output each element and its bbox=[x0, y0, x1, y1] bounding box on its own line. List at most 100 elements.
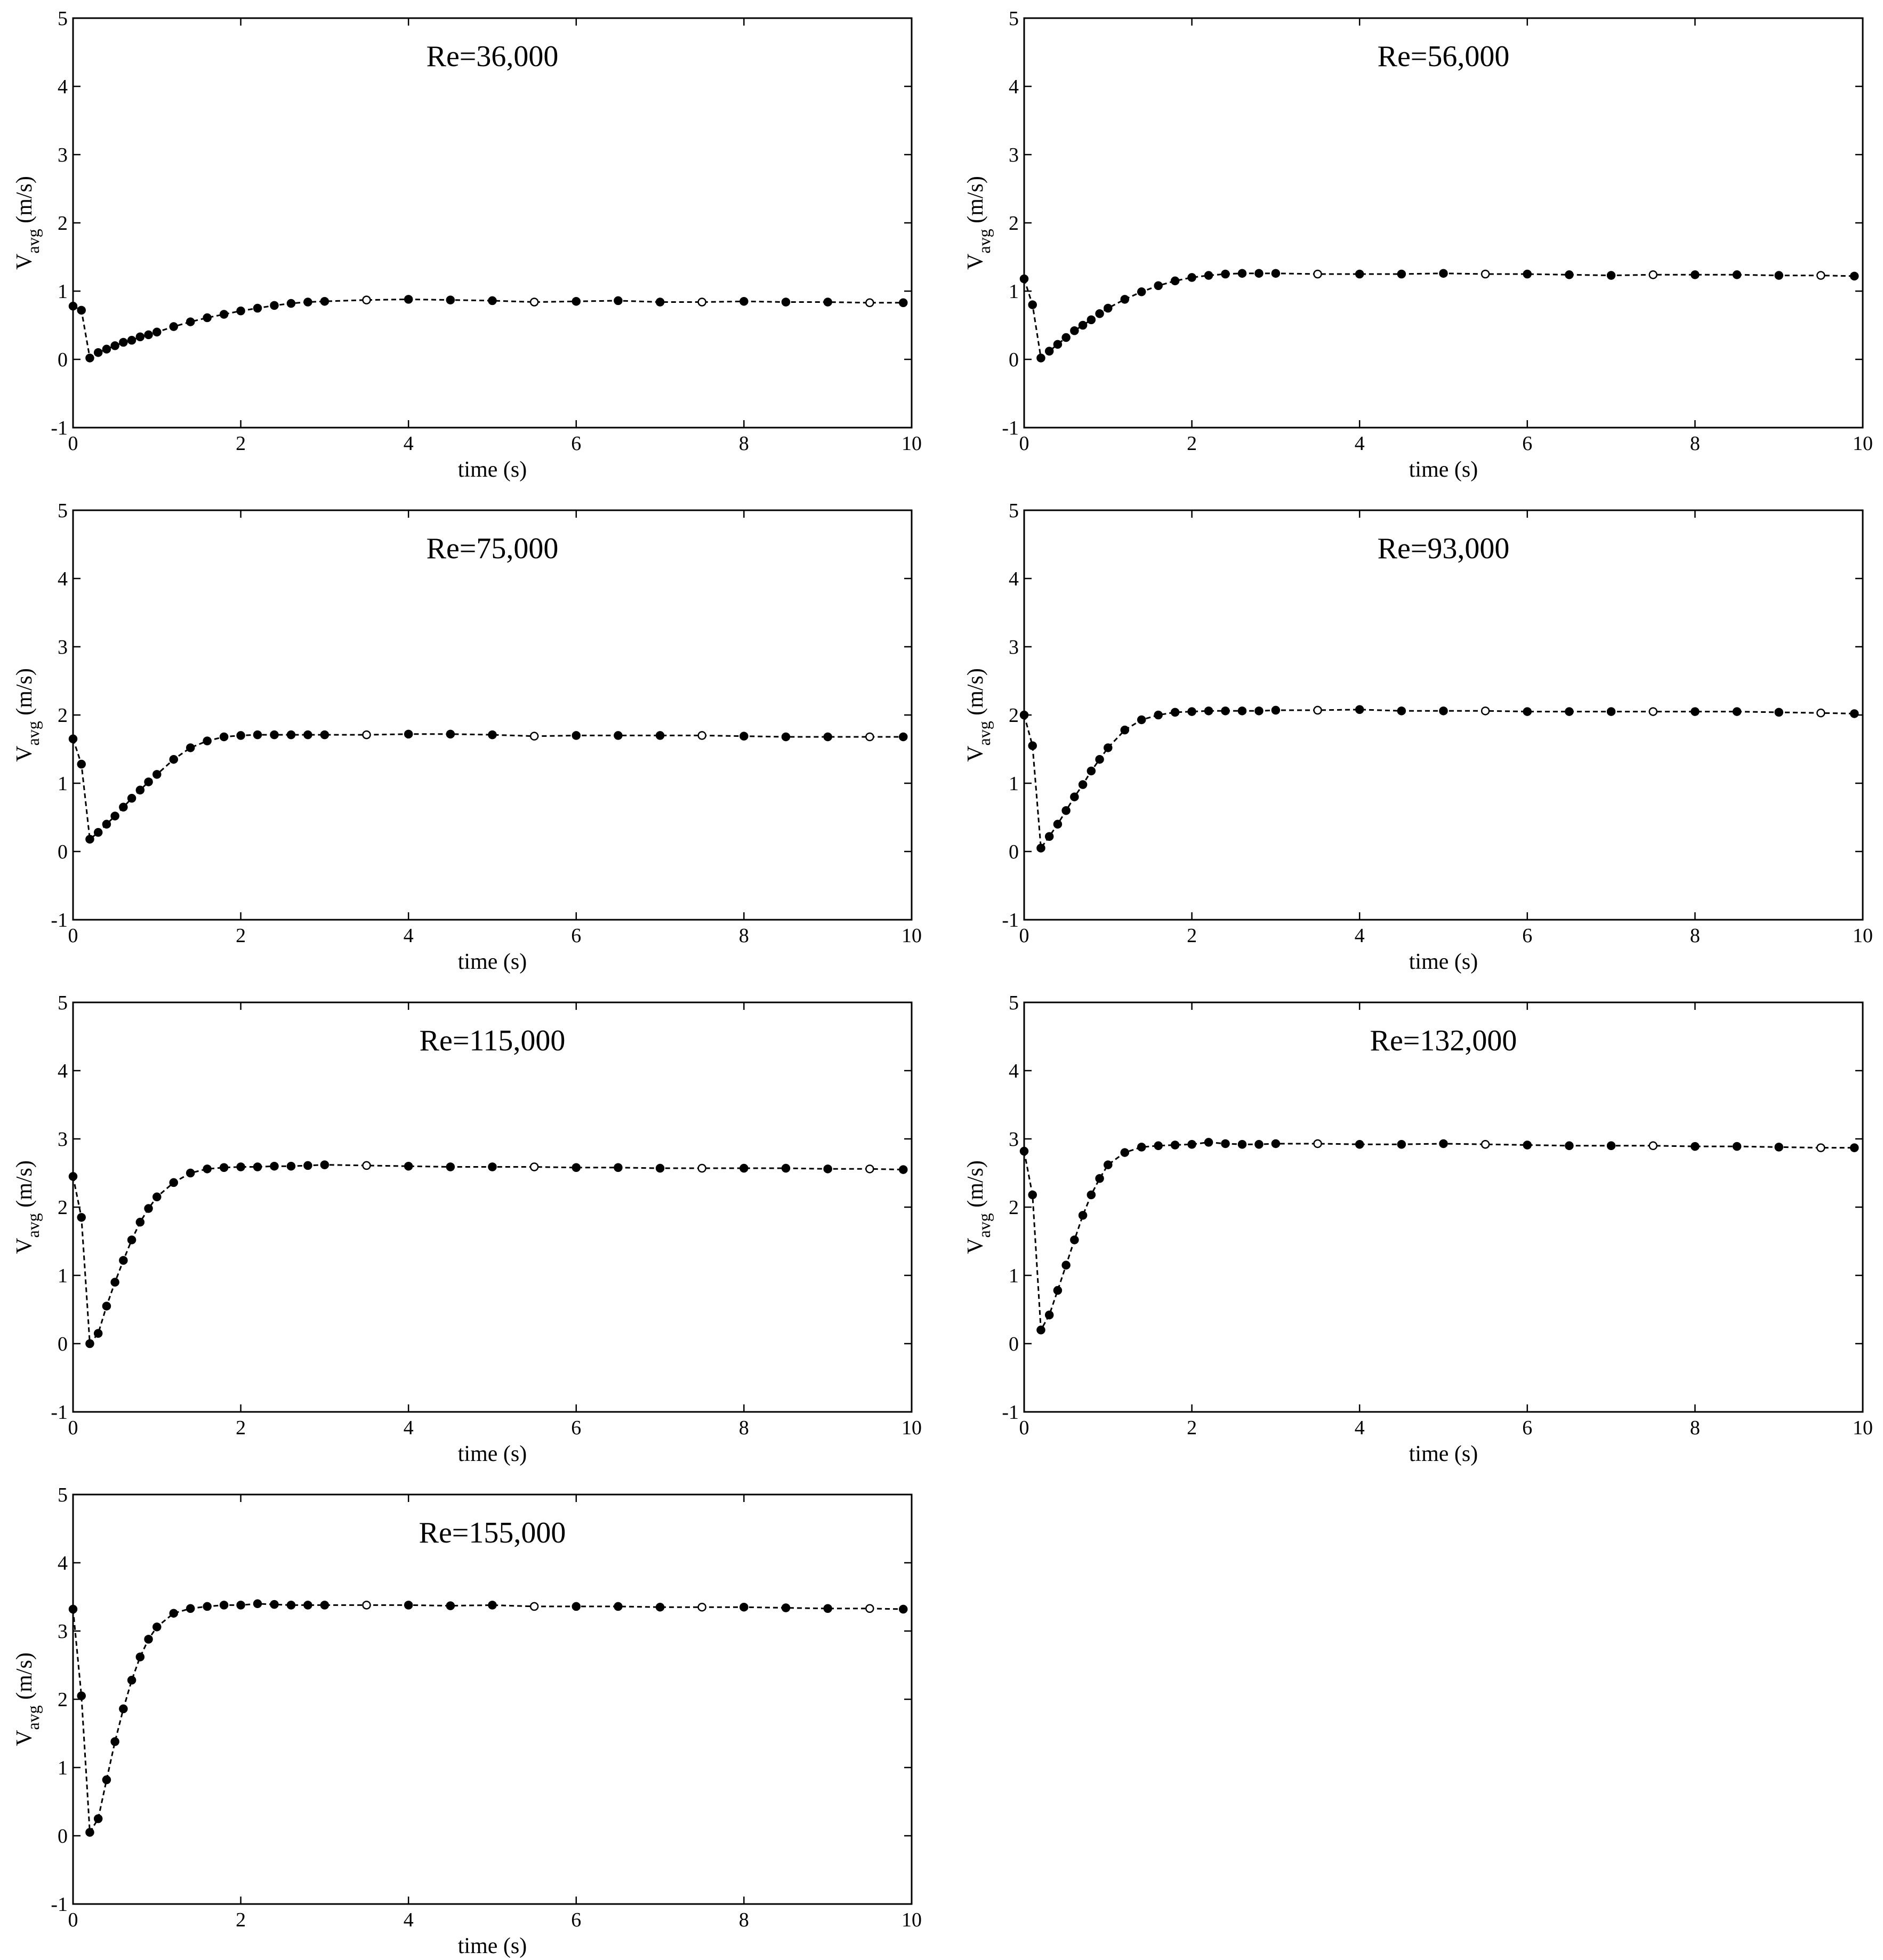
data-point bbox=[270, 1161, 279, 1171]
data-point bbox=[1087, 315, 1096, 325]
data-point bbox=[1774, 708, 1783, 717]
data-point bbox=[93, 1329, 103, 1338]
data-point bbox=[1044, 832, 1054, 841]
data-point bbox=[1204, 706, 1213, 716]
y-tick-label: 3 bbox=[58, 1128, 68, 1151]
data-point bbox=[85, 354, 94, 363]
y-tick-label: 5 bbox=[58, 7, 68, 30]
panel-title: Re=56,000 bbox=[1378, 40, 1510, 73]
data-point bbox=[1095, 309, 1104, 318]
data-point bbox=[1254, 269, 1264, 278]
data-point bbox=[303, 1601, 312, 1610]
data-point bbox=[572, 1163, 581, 1172]
y-axis-label: Vavg (m/s) bbox=[963, 668, 994, 762]
data-point bbox=[1523, 707, 1532, 716]
data-point bbox=[303, 298, 312, 307]
y-axis-label: Vavg (m/s) bbox=[12, 176, 43, 270]
data-point bbox=[1204, 1138, 1213, 1147]
series-line bbox=[72, 733, 904, 841]
data-point bbox=[1019, 710, 1029, 720]
data-point bbox=[1254, 1139, 1264, 1149]
data-point bbox=[1850, 1143, 1859, 1152]
data-point bbox=[1523, 1140, 1532, 1150]
data-point bbox=[127, 1235, 136, 1244]
y-tick-label: 2 bbox=[1009, 1196, 1019, 1219]
data-point bbox=[127, 335, 136, 345]
data-point bbox=[1070, 1235, 1079, 1244]
data-point bbox=[529, 1162, 539, 1171]
x-tick-label: 0 bbox=[1019, 432, 1029, 455]
data-point bbox=[739, 1163, 749, 1173]
data-point bbox=[1439, 1139, 1448, 1148]
data-point bbox=[135, 1652, 145, 1661]
x-tick-label: 2 bbox=[236, 1909, 246, 1931]
y-tick-label: 1 bbox=[1009, 773, 1019, 795]
data-point bbox=[1774, 271, 1783, 280]
y-tick-label: 5 bbox=[58, 992, 68, 1014]
data-point bbox=[362, 295, 371, 304]
data-point bbox=[68, 734, 78, 744]
data-point bbox=[899, 298, 908, 308]
x-tick-label: 4 bbox=[404, 1417, 414, 1439]
data-point bbox=[1078, 1211, 1088, 1220]
y-axis-label: Vavg (m/s) bbox=[963, 1160, 994, 1254]
data-point bbox=[404, 729, 413, 739]
data-point bbox=[1732, 707, 1742, 716]
data-point bbox=[655, 298, 665, 307]
data-point bbox=[1480, 1139, 1490, 1149]
x-tick-label: 0 bbox=[68, 1909, 78, 1931]
data-point bbox=[1061, 333, 1071, 342]
panel-title: Re=75,000 bbox=[427, 532, 559, 565]
y-tick-label: 2 bbox=[58, 212, 68, 235]
data-point bbox=[1565, 1141, 1574, 1151]
data-point bbox=[1480, 269, 1490, 279]
y-tick-label: 1 bbox=[58, 1757, 68, 1779]
x-axis-label: time (s) bbox=[1409, 950, 1478, 974]
data-point bbox=[110, 1278, 119, 1287]
data-point bbox=[446, 1162, 455, 1171]
data-point bbox=[529, 732, 539, 741]
data-point bbox=[1480, 706, 1490, 716]
data-point bbox=[236, 1162, 245, 1171]
y-tick-label: 3 bbox=[58, 1620, 68, 1643]
data-point bbox=[1187, 707, 1196, 716]
data-point bbox=[1061, 806, 1071, 815]
x-tick-label: 4 bbox=[404, 1909, 414, 1931]
y-tick-label: 0 bbox=[58, 1825, 68, 1847]
data-point bbox=[320, 730, 329, 740]
x-tick-label: 2 bbox=[236, 925, 246, 947]
data-point bbox=[404, 295, 413, 304]
series-line bbox=[72, 1164, 904, 1346]
data-point bbox=[1204, 271, 1213, 280]
data-point bbox=[186, 743, 195, 752]
data-point bbox=[1170, 708, 1180, 717]
y-tick-label: 3 bbox=[1009, 636, 1019, 658]
x-tick-label: 0 bbox=[68, 1417, 78, 1439]
series-line bbox=[72, 1603, 904, 1835]
data-point bbox=[320, 1601, 329, 1610]
data-point bbox=[1565, 707, 1574, 716]
data-point bbox=[529, 298, 539, 307]
data-point bbox=[85, 1339, 94, 1348]
data-point bbox=[253, 730, 262, 740]
data-point bbox=[1221, 1139, 1230, 1148]
data-point bbox=[781, 732, 791, 742]
data-point bbox=[1028, 1190, 1037, 1200]
data-point bbox=[152, 1622, 162, 1632]
x-tick-label: 0 bbox=[68, 925, 78, 947]
data-point bbox=[1397, 706, 1406, 716]
data-point bbox=[404, 1601, 413, 1610]
y-tick-label: 2 bbox=[1009, 212, 1019, 235]
data-point bbox=[144, 777, 153, 786]
x-axis-label: time (s) bbox=[1409, 1442, 1478, 1466]
data-point bbox=[169, 322, 179, 331]
x-axis-label: time (s) bbox=[1409, 457, 1478, 482]
data-point bbox=[270, 730, 279, 740]
data-point bbox=[1221, 269, 1230, 279]
data-point bbox=[253, 1599, 262, 1609]
data-point bbox=[446, 295, 455, 304]
